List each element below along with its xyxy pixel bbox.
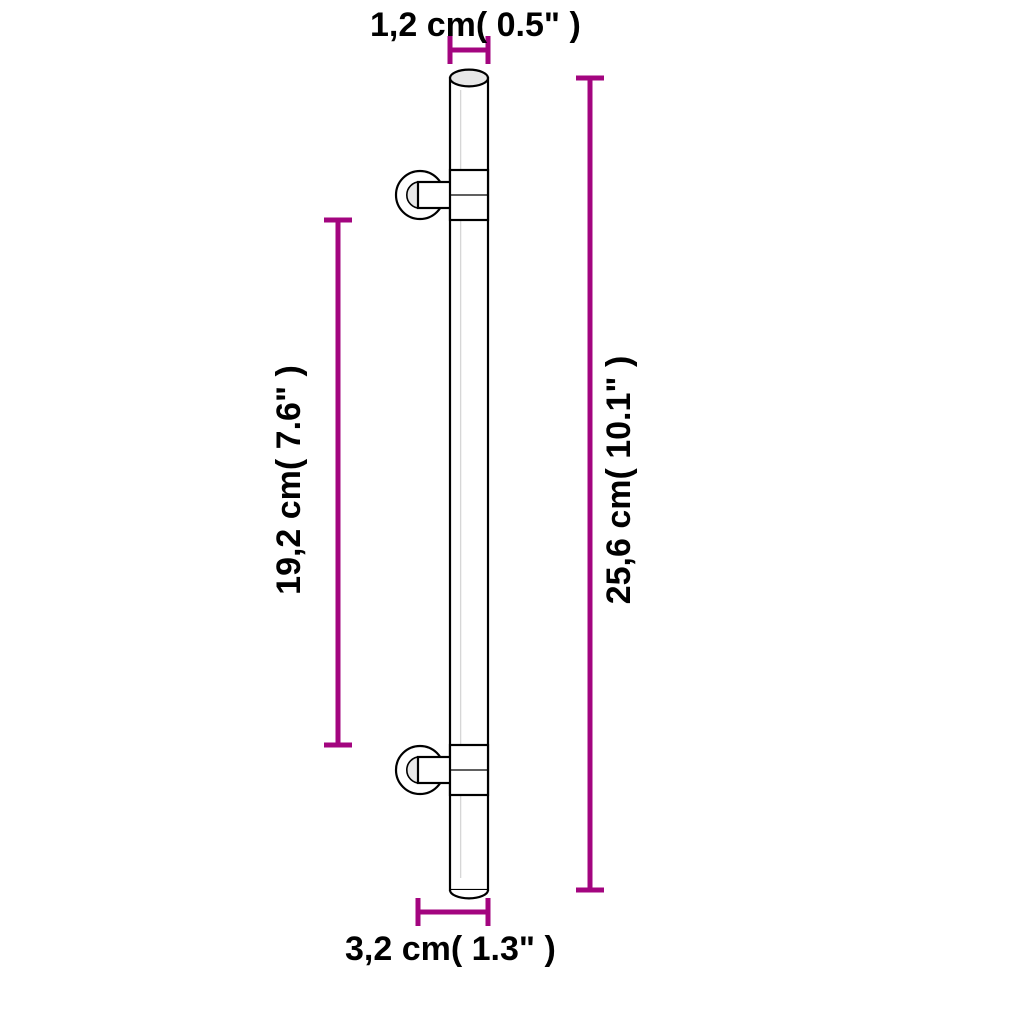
dim-hole-spacing [324,220,352,745]
label-bar-diameter: 1,2 cm( 0.5" ) [370,6,581,44]
dimension-diagram: 1,2 cm( 0.5" ) 3,2 cm( 1.3" ) 19,2 cm( 7… [0,0,1024,1024]
mount-bracket-top [396,170,488,220]
dim-projection-depth [418,898,488,926]
label-projection-depth: 3,2 cm( 1.3" ) [345,930,556,968]
label-overall-length: 25,6 cm( 10.1" ) [600,356,638,605]
label-hole-spacing: 19,2 cm( 7.6" ) [270,365,308,595]
mount-bracket-bottom [396,745,488,795]
handle-illustration [396,70,488,899]
